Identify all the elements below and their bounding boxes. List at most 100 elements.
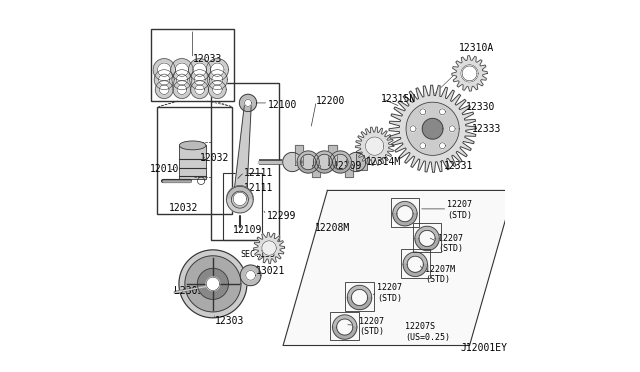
Polygon shape xyxy=(365,137,384,155)
Polygon shape xyxy=(197,268,228,299)
Polygon shape xyxy=(159,74,170,85)
Polygon shape xyxy=(333,315,357,327)
Polygon shape xyxy=(185,256,241,312)
Text: J12001EY: J12001EY xyxy=(460,343,508,353)
Bar xyxy=(390,198,419,227)
Polygon shape xyxy=(177,74,188,85)
Text: 12314M: 12314M xyxy=(366,157,401,167)
Polygon shape xyxy=(173,81,191,99)
Polygon shape xyxy=(154,70,174,90)
Text: 12033: 12033 xyxy=(193,54,222,64)
Polygon shape xyxy=(297,151,319,162)
Polygon shape xyxy=(212,74,223,85)
Text: L2303A: L2303A xyxy=(174,286,209,296)
Text: 12207
(STD): 12207 (STD) xyxy=(359,317,384,336)
Polygon shape xyxy=(283,153,302,171)
Polygon shape xyxy=(189,59,211,81)
Text: 12010: 12010 xyxy=(149,164,179,174)
Polygon shape xyxy=(209,81,226,99)
Polygon shape xyxy=(283,190,514,346)
Polygon shape xyxy=(422,118,443,139)
Text: 12303: 12303 xyxy=(215,316,244,326)
Text: 12111: 12111 xyxy=(244,183,274,193)
Polygon shape xyxy=(246,270,255,280)
Polygon shape xyxy=(175,63,189,76)
Bar xyxy=(345,282,374,311)
Polygon shape xyxy=(315,153,334,171)
Polygon shape xyxy=(348,298,372,310)
Bar xyxy=(223,173,262,240)
Bar xyxy=(211,83,280,240)
Text: 13021: 13021 xyxy=(255,266,285,276)
Polygon shape xyxy=(461,65,478,82)
Polygon shape xyxy=(179,250,247,318)
Text: SEC.135: SEC.135 xyxy=(241,250,276,259)
Polygon shape xyxy=(389,85,476,172)
Polygon shape xyxy=(420,109,426,115)
Polygon shape xyxy=(403,252,428,264)
Polygon shape xyxy=(331,153,350,171)
Polygon shape xyxy=(211,63,224,76)
Polygon shape xyxy=(329,162,351,173)
Bar xyxy=(330,311,359,340)
Polygon shape xyxy=(410,126,416,132)
Text: 12209: 12209 xyxy=(333,161,362,171)
Text: 12310A: 12310A xyxy=(458,42,493,52)
Text: 12200: 12200 xyxy=(316,96,346,106)
Polygon shape xyxy=(171,59,193,81)
Polygon shape xyxy=(153,59,175,81)
Polygon shape xyxy=(393,202,417,214)
Text: 12111: 12111 xyxy=(244,168,274,178)
Polygon shape xyxy=(156,81,173,99)
Text: 12208M: 12208M xyxy=(314,224,349,234)
Polygon shape xyxy=(159,85,169,94)
Text: 12109: 12109 xyxy=(233,225,262,235)
Polygon shape xyxy=(406,102,459,155)
Polygon shape xyxy=(233,192,246,206)
Polygon shape xyxy=(191,81,209,99)
Polygon shape xyxy=(233,103,252,199)
Polygon shape xyxy=(227,200,253,213)
Text: 12100: 12100 xyxy=(268,100,298,110)
Polygon shape xyxy=(239,94,257,112)
Polygon shape xyxy=(227,186,253,212)
Polygon shape xyxy=(157,63,171,76)
Polygon shape xyxy=(206,277,220,291)
Polygon shape xyxy=(295,145,303,164)
Polygon shape xyxy=(329,151,351,162)
Polygon shape xyxy=(207,70,227,90)
Polygon shape xyxy=(194,74,205,85)
Text: 12299: 12299 xyxy=(266,211,296,221)
Polygon shape xyxy=(312,164,320,177)
Polygon shape xyxy=(415,226,439,238)
Text: 12331: 12331 xyxy=(444,161,473,171)
Bar xyxy=(401,249,429,278)
Text: 12330: 12330 xyxy=(466,102,495,112)
Polygon shape xyxy=(177,85,187,94)
Polygon shape xyxy=(314,151,335,162)
Polygon shape xyxy=(333,327,357,339)
Polygon shape xyxy=(189,70,210,90)
Polygon shape xyxy=(420,143,426,149)
Bar xyxy=(151,29,234,101)
Polygon shape xyxy=(253,232,285,263)
Text: 12032: 12032 xyxy=(168,203,198,213)
Polygon shape xyxy=(193,63,206,76)
Bar xyxy=(157,107,232,214)
Text: 12207M
(STD): 12207M (STD) xyxy=(425,265,455,284)
Polygon shape xyxy=(393,214,417,226)
Polygon shape xyxy=(195,85,204,94)
Polygon shape xyxy=(415,238,439,251)
Bar xyxy=(179,145,206,179)
Polygon shape xyxy=(297,162,319,173)
Polygon shape xyxy=(440,143,445,149)
Polygon shape xyxy=(345,164,353,177)
Polygon shape xyxy=(206,59,228,81)
Polygon shape xyxy=(440,109,445,115)
Polygon shape xyxy=(227,186,253,200)
Text: 12207
(STD): 12207 (STD) xyxy=(438,234,463,253)
Polygon shape xyxy=(411,107,454,150)
Polygon shape xyxy=(240,265,261,286)
Polygon shape xyxy=(314,162,335,173)
Bar xyxy=(356,153,367,170)
